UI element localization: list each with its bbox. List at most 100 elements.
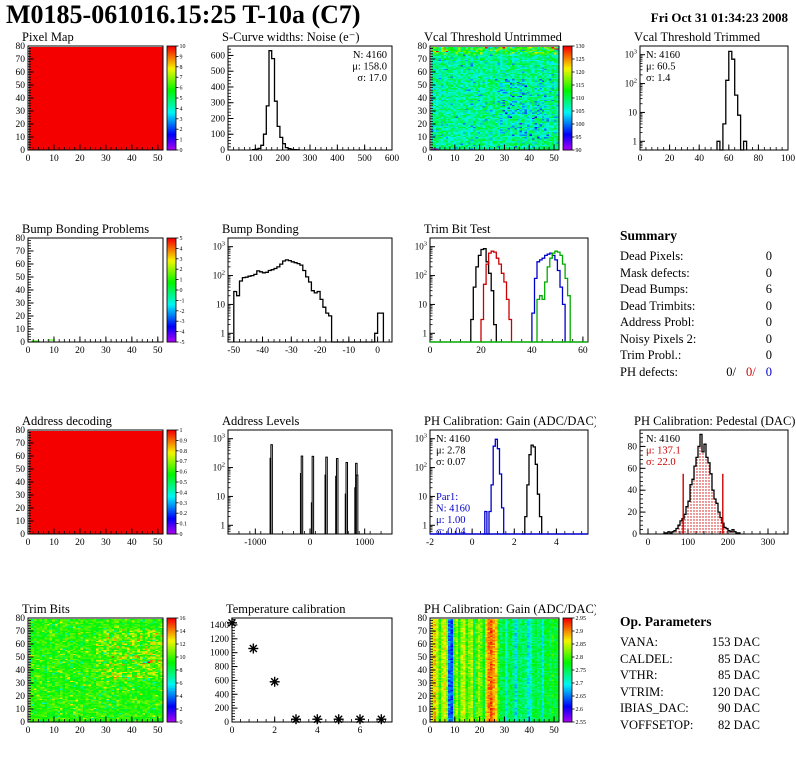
svg-text:400: 400: [211, 83, 226, 93]
svg-text:0.8: 0.8: [180, 449, 188, 455]
vcal-threshold-trimmed-chart: Vcal Threshold Trimmed 0 20 40 60 80 100 1 10 102…: [625, 30, 796, 164]
plot-title: Bump Bonding Problems: [22, 222, 149, 236]
svg-text:600: 600: [385, 154, 400, 164]
svg-text:-4: -4: [180, 330, 185, 336]
svg-text:102: 102: [415, 270, 427, 281]
svg-text:103: 103: [625, 49, 637, 60]
svg-text:0.3: 0.3: [180, 501, 188, 507]
svg-text:125: 125: [576, 57, 585, 63]
svg-text:200: 200: [276, 154, 291, 164]
svg-text:30: 30: [16, 107, 26, 117]
plot-title: Address Levels: [222, 414, 300, 428]
svg-text:0.9: 0.9: [180, 438, 188, 444]
svg-text:30: 30: [418, 107, 428, 117]
ph-calibration-gain-map-chart: PH Calibration: Gain (ADC/DAC) 0 10 20 30 40 5…: [418, 602, 597, 736]
svg-text:100: 100: [681, 538, 696, 548]
svg-text:-2: -2: [180, 309, 185, 315]
svg-text:12: 12: [180, 642, 186, 648]
svg-text:100: 100: [576, 122, 585, 128]
svg-text:2: 2: [180, 267, 183, 273]
svg-text:0: 0: [428, 346, 433, 356]
svg-text:10: 10: [16, 705, 26, 715]
svg-text:5: 5: [180, 96, 183, 102]
svg-text:0: 0: [428, 726, 433, 736]
svg-text:60: 60: [418, 68, 428, 78]
trim-bit-test-chart: Trim Bit Test 0 20 40 60 1 10 102 103: [415, 222, 589, 356]
temperature-calibration-chart: Temperature calibration 0 2 4 6 0 200 400 600 800…: [210, 602, 393, 736]
svg-text:-5: -5: [180, 340, 185, 346]
svg-text:20: 20: [75, 346, 85, 356]
svg-text:10: 10: [418, 133, 428, 143]
op-parameters-heading: Op. Parameters: [620, 614, 712, 629]
svg-text:2.55: 2.55: [576, 720, 587, 726]
svg-text:2.8: 2.8: [576, 655, 584, 661]
svg-text:20: 20: [75, 538, 85, 548]
ph-calibration-pedestal-chart: PH Calibration: Pedestal (DAC)0 100 200 300…: [628, 414, 796, 548]
svg-text:N: 4160: N: 4160: [646, 434, 680, 445]
svg-text:130: 130: [576, 44, 585, 50]
svg-text:2.9: 2.9: [576, 629, 584, 635]
svg-text:0: 0: [422, 718, 427, 728]
svg-text:2.6: 2.6: [576, 707, 584, 713]
svg-text:1200: 1200: [210, 635, 229, 645]
plot-trim-bit-test: Trim Bit Test 0 20 40 60 1 10 102 103: [402, 222, 596, 364]
svg-text:50: 50: [153, 154, 163, 164]
svg-text:σ: 0.07: σ: 0.07: [436, 457, 466, 468]
svg-text:0: 0: [470, 538, 475, 548]
plot-temperature-calibration: Temperature calibration 0 2 4 6 0 200 400 600 800…: [200, 602, 400, 744]
address-levels-chart: Address Levels -1000 0 1000 1 10 102 103: [213, 414, 393, 548]
pixel-map-chart: Pixel Map 0 10 20 30 40 50 0 10 20 30 40 50 60 70 80 0 1 2…: [16, 30, 186, 164]
plot-ph-pedestal: PH Calibration: Pedestal (DAC) 0 100 200 300…: [612, 414, 796, 556]
svg-text:40: 40: [16, 94, 26, 104]
svg-text:50: 50: [153, 346, 163, 356]
plot-title: S-Curve widths: Noise (e⁻): [222, 30, 359, 44]
plot-title: Trim Bit Test: [424, 222, 491, 236]
ph-defects-values: 0/0/0: [726, 364, 772, 379]
summary-row-ph-defects: PH defects: 0/0/0: [620, 364, 772, 379]
trim-bits-map: [28, 618, 163, 722]
svg-text:4: 4: [180, 106, 183, 112]
svg-text:80: 80: [16, 614, 26, 624]
svg-text:20: 20: [75, 154, 85, 164]
svg-text:10: 10: [216, 491, 226, 501]
svg-text:103: 103: [213, 433, 225, 444]
svg-text:20: 20: [628, 508, 638, 518]
page-title: M0185-061016.15:25 T-10a (C7): [6, 0, 361, 29]
svg-text:300: 300: [303, 154, 318, 164]
svg-text:-50: -50: [227, 346, 240, 356]
summary-row-dead-trimbits: Dead Trimbits: 0: [620, 298, 772, 313]
plot-title: PH Calibration: Gain (ADC/DAC): [424, 602, 596, 616]
svg-text:4: 4: [315, 726, 320, 736]
plot-vcal-threshold-trimmed: Vcal Threshold Trimmed 0 20 40 60 80 100 1 10 102…: [612, 30, 796, 172]
plot-title: Temperature calibration: [226, 602, 346, 616]
plot-trim-bits: Trim Bits 0 10 20 30 40 50 0 10 20 30 40 50 60 70 80 0 2 4…: [0, 602, 200, 744]
svg-text:10: 10: [49, 726, 59, 736]
plot-vcal-threshold-untrimmed: Vcal Threshold Untrimmed 0 10 20 30 40 50 0 10 20…: [402, 30, 596, 172]
svg-text:103: 103: [415, 433, 427, 444]
svg-text:0: 0: [26, 538, 31, 548]
svg-text:60: 60: [16, 260, 26, 270]
svg-text:10: 10: [628, 107, 638, 117]
svg-text:50: 50: [549, 726, 559, 736]
svg-text:N: 4160: N: 4160: [353, 50, 387, 61]
summary-row-mask-defects: Mask defects: 0: [620, 265, 772, 280]
summary-row-dead-bumps: Dead Bumps: 6: [620, 282, 772, 296]
svg-text:800: 800: [215, 663, 230, 673]
summary-row-noisy-pixels: Noisy Pixels 2: 0: [620, 331, 772, 346]
plot-title: PH Calibration: Gain (ADC/DAC): [424, 414, 596, 428]
svg-text:102: 102: [213, 462, 225, 473]
svg-text:σ: 1.4: σ: 1.4: [646, 73, 671, 84]
svg-text:60: 60: [724, 154, 734, 164]
svg-text:N: 4160: N: 4160: [436, 504, 470, 515]
plot-title: Bump Bonding: [222, 222, 299, 236]
svg-text:30: 30: [16, 679, 26, 689]
svg-text:-2: -2: [426, 538, 434, 548]
svg-text:30: 30: [101, 154, 111, 164]
svg-text:600: 600: [215, 676, 230, 686]
svg-text:3: 3: [180, 117, 183, 123]
svg-text:10: 10: [180, 44, 186, 50]
svg-text:20: 20: [418, 692, 428, 702]
svg-text:102: 102: [213, 270, 225, 281]
op-row-vtrim: VTRIM: 120 DAC: [620, 684, 760, 699]
svg-text:14: 14: [180, 629, 186, 635]
